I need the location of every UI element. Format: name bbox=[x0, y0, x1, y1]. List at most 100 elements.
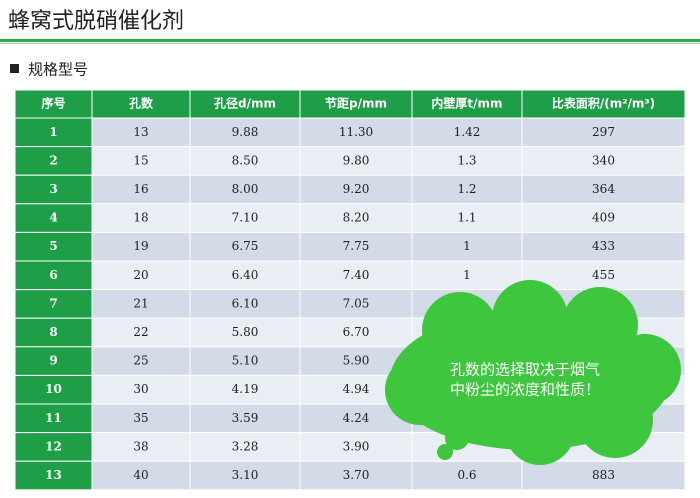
cell-text: 3.28 bbox=[232, 439, 259, 453]
cell-text: 3.70 bbox=[343, 468, 370, 482]
cell-text: 7.75 bbox=[343, 239, 370, 253]
cell-text: 9.20 bbox=[343, 182, 370, 196]
data-cell bbox=[91, 346, 191, 376]
data-cell bbox=[299, 460, 413, 491]
cell-text: 9.88 bbox=[232, 125, 259, 139]
cloud-puff bbox=[385, 355, 455, 425]
cloud-puff bbox=[505, 395, 575, 465]
cell-text: 35 bbox=[133, 411, 148, 425]
cell-text: 409 bbox=[592, 211, 615, 225]
cell-text: 13 bbox=[133, 125, 148, 139]
cell-text: 5.10 bbox=[232, 354, 259, 368]
header-cell bbox=[521, 89, 686, 119]
data-cell bbox=[91, 432, 191, 462]
cell-text: 8.50 bbox=[232, 153, 259, 167]
cell-text: 1 bbox=[463, 239, 471, 253]
header-text: 序号 bbox=[41, 96, 65, 111]
data-cell bbox=[521, 460, 686, 491]
cell-text: 7.40 bbox=[343, 268, 370, 282]
data-cell bbox=[189, 231, 301, 262]
cell-text: 15 bbox=[133, 153, 148, 167]
cell-text: 0.6 bbox=[457, 468, 476, 482]
index-text: 2 bbox=[49, 153, 57, 167]
index-text: 11 bbox=[45, 411, 62, 425]
data-cell bbox=[411, 460, 523, 491]
cell-text: 1.2 bbox=[457, 182, 476, 196]
cell-text: 11.30 bbox=[339, 125, 373, 139]
data-cell bbox=[521, 146, 686, 176]
cell-text: 297 bbox=[592, 125, 615, 139]
cell-text: 40 bbox=[133, 468, 148, 482]
cloud-bubble bbox=[437, 444, 453, 460]
data-cell bbox=[91, 317, 191, 348]
data-cell bbox=[411, 260, 523, 291]
index-text: 4 bbox=[49, 211, 57, 225]
index-text: 9 bbox=[49, 354, 57, 368]
cell-text: 20 bbox=[133, 268, 148, 282]
cell-text: 8.20 bbox=[343, 211, 370, 225]
cell-text: 364 bbox=[592, 182, 615, 196]
data-cell bbox=[189, 146, 301, 176]
cell-text: 4.19 bbox=[232, 382, 259, 396]
header-text: 孔数 bbox=[129, 96, 154, 111]
callout-cloud bbox=[385, 280, 681, 465]
header-text: 孔径d/mm bbox=[214, 96, 276, 111]
data-cell bbox=[189, 403, 301, 434]
data-cell bbox=[521, 231, 686, 262]
title-rule bbox=[0, 39, 700, 42]
cell-text: 8.00 bbox=[232, 182, 259, 196]
data-cell bbox=[189, 460, 301, 491]
index-text: 12 bbox=[45, 439, 62, 453]
header-text: 比表面积/(m²/m³) bbox=[552, 96, 655, 111]
cell-text: 340 bbox=[592, 153, 615, 167]
cloud-puff bbox=[422, 292, 498, 368]
cell-text: 25 bbox=[133, 354, 148, 368]
spec-table: 序号 孔数 孔径d/mm 节距p/mm 内壁厚t/mm 比表面积/(m²/m³)1 13 9.… bbox=[14, 89, 686, 491]
index-text: 7 bbox=[49, 296, 57, 310]
data-cell bbox=[521, 203, 686, 233]
data-cell bbox=[91, 374, 191, 405]
data-cell bbox=[91, 146, 191, 176]
cell-text: 16 bbox=[133, 182, 148, 196]
data-cell bbox=[189, 317, 301, 348]
data-cell bbox=[411, 117, 523, 148]
cell-text: 455 bbox=[592, 268, 615, 282]
cloud-puff bbox=[577, 382, 653, 458]
section-label: 规格型号 bbox=[28, 61, 88, 79]
index-text: 13 bbox=[45, 468, 62, 482]
cell-text: 4.24 bbox=[343, 411, 370, 425]
cell-text: 30 bbox=[133, 382, 148, 396]
data-cell bbox=[521, 117, 686, 148]
data-cell bbox=[91, 117, 191, 148]
cell-text: 3.90 bbox=[343, 439, 370, 453]
cell-text: 1 bbox=[463, 268, 471, 282]
slide-title: 蜂窝式脱硝催化剂 bbox=[8, 9, 184, 34]
cell-text: 18 bbox=[133, 211, 148, 225]
data-cell bbox=[299, 260, 413, 291]
index-cell bbox=[14, 403, 93, 434]
index-cell bbox=[14, 460, 93, 491]
callout-text: 中粉尘的浓度和性质！ bbox=[450, 381, 600, 399]
index-text: 3 bbox=[49, 182, 57, 196]
index-text: 5 bbox=[49, 239, 57, 253]
index-text: 6 bbox=[49, 268, 57, 282]
cloud-puff bbox=[492, 280, 568, 356]
cell-text: 1.1 bbox=[457, 211, 476, 225]
cell-text: 883 bbox=[592, 468, 615, 482]
cloud-puff bbox=[562, 287, 638, 363]
data-cell bbox=[521, 174, 686, 205]
data-cell bbox=[299, 231, 413, 262]
data-cell bbox=[91, 260, 191, 291]
cell-text: 5.90 bbox=[343, 354, 370, 368]
header-text: 节距p/mm bbox=[325, 96, 387, 111]
index-cell bbox=[14, 260, 93, 291]
index-cell bbox=[14, 117, 93, 148]
index-cell bbox=[14, 146, 93, 176]
callout-text: 孔数的选择取决于烟气 bbox=[450, 361, 600, 379]
cell-text: 7.10 bbox=[232, 211, 259, 225]
data-cell bbox=[91, 174, 191, 205]
data-cell bbox=[189, 203, 301, 233]
data-cell bbox=[411, 174, 523, 205]
header-cell bbox=[14, 89, 93, 119]
